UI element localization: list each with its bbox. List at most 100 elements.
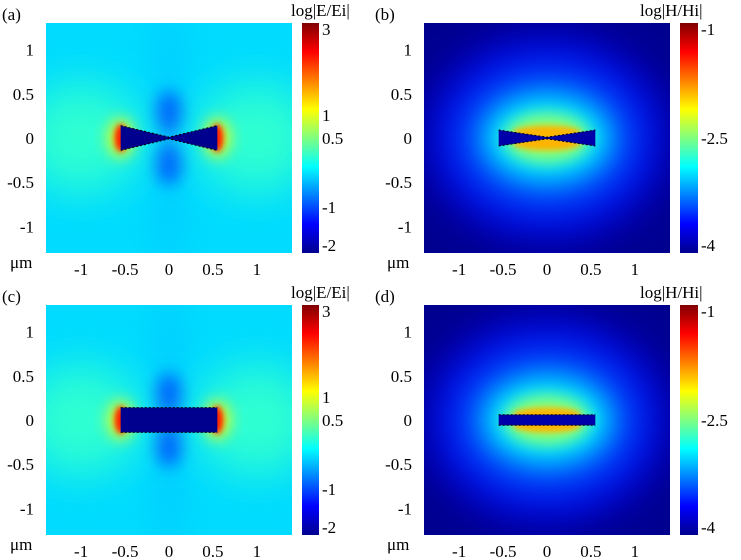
field-lobe-left	[46, 365, 142, 475]
panel-c-colorbar-title: log|E/Ei|	[291, 283, 350, 302]
panel-d: (d) log|H/Hi| -1 -0.5 0 0.5 1 1 0.5 0 -0.5 -1 -1…	[375, 283, 728, 560]
colorbar-tick-label: -1	[701, 20, 715, 39]
x-tick-label: -0.5	[112, 542, 139, 560]
panel-d-conductor	[498, 414, 596, 426]
panel-a-colorbar	[302, 23, 319, 253]
colorbar-tick-label: -1	[322, 480, 336, 499]
panel-c-hotspots	[46, 305, 292, 535]
panel-d-label: (d)	[375, 287, 395, 306]
colorbar-tick-label: -2.5	[701, 129, 728, 148]
panel-d-unit-label: μm	[387, 535, 409, 554]
panel-c-conductor	[120, 407, 218, 433]
x-tick-label: 1	[631, 542, 640, 560]
panel-a-label: (a)	[2, 5, 21, 24]
colorbar-tick-label: -1	[322, 198, 336, 217]
x-tick-label: -1	[74, 542, 88, 560]
panel-b-unit-label: μm	[387, 253, 409, 272]
colorbar-tick-label: 1	[322, 106, 331, 125]
panel-c-colorbar-ticks: 3 1 0.5 -1 -2	[322, 302, 343, 537]
panel-b-colorbar	[680, 23, 698, 253]
x-tick-label: -0.5	[490, 542, 517, 560]
y-tick-label: 0.5	[13, 85, 34, 104]
panel-d-conductor-outline	[498, 414, 596, 426]
colorbar-tick-label: -2	[322, 518, 336, 537]
x-tick-label: 0	[165, 260, 174, 279]
x-tick-label: -1	[452, 542, 466, 560]
dipole-dark-top	[155, 373, 183, 418]
x-tick-label: 0.5	[202, 260, 223, 279]
x-tick-label: 1	[631, 260, 640, 279]
y-tick-label: -1	[20, 217, 34, 236]
panel-c-x-ticks: -1 -0.5 0 0.5 1	[74, 542, 261, 560]
colorbar-tick-label: -4	[701, 518, 716, 537]
y-tick-label: 0	[26, 411, 35, 430]
panel-a-heatmap-field	[46, 23, 292, 253]
bar-shape	[120, 407, 218, 433]
x-tick-label: 0.5	[202, 542, 223, 560]
panel-b-heatmap-field	[424, 23, 670, 253]
bowtie-edge-bottom	[498, 138, 596, 147]
panel-a-x-ticks: -1 -0.5 0 0.5 1	[74, 260, 261, 279]
y-tick-label: 1	[404, 41, 413, 60]
panel-b: (b) log|H/Hi| -1 -0.5 0 0.5 1 1 0.5 0 -0.5 -1 -1…	[375, 1, 728, 279]
dipole-dark-top	[155, 91, 183, 136]
dipole-dark-bottom	[155, 422, 183, 467]
bowtie-edge-top	[498, 129, 596, 138]
x-tick-label: 0.5	[580, 260, 601, 279]
panel-b-y-ticks: 1 0.5 0 -0.5 -1	[385, 41, 412, 237]
panel-a-colorbar-title: log|E/Ei|	[291, 1, 350, 20]
y-tick-label: 0.5	[13, 367, 34, 386]
panel-c-conductor-outline	[120, 407, 218, 433]
bowtie-edge-top	[120, 125, 218, 138]
panel-d-x-ticks: -1 -0.5 0 0.5 1	[452, 542, 639, 560]
colorbar-tick-label: 0.5	[322, 411, 343, 430]
field-lobe-left	[46, 83, 142, 193]
dipole-dark-bottom	[155, 140, 183, 185]
colorbar-tick-label: 1	[322, 388, 331, 407]
panel-b-x-ticks: -1 -0.5 0 0.5 1	[452, 260, 639, 279]
colorbar-tick-label: 0.5	[322, 129, 343, 148]
panel-c: (c) log|E/Ei| -1 -0.5 0 0.5 1 1 0.5 0 -0.5 -1 3 1…	[2, 283, 350, 560]
panel-b-colorbar-ticks: -1 -2.5 -4	[701, 20, 728, 255]
y-tick-label: 1	[404, 323, 413, 342]
panel-a-colorbar-ticks: 3 1 0.5 -1 -2	[322, 20, 343, 255]
panel-b-hotspots	[429, 38, 665, 238]
y-tick-label: 1	[26, 323, 35, 342]
x-tick-label: 1	[253, 260, 262, 279]
panel-d-colorbar-title: log|H/Hi|	[640, 283, 703, 302]
bar-shape	[498, 414, 596, 426]
panel-a: (a) log|E/Ei| -1 -0.5 0 0.5 1 1 0.5 0 -0.5 -1 3 1…	[2, 1, 350, 279]
colorbar-tick-label: -2.5	[701, 411, 728, 430]
x-tick-label: 0	[543, 260, 552, 279]
panel-a-conductor-outline	[120, 125, 218, 151]
y-tick-label: -1	[20, 499, 34, 518]
panel-c-label: (c)	[2, 287, 21, 306]
panel-b-colorbar-title: log|H/Hi|	[640, 1, 703, 20]
field-lobe-right	[196, 365, 292, 475]
y-tick-label: 0.5	[391, 367, 412, 386]
y-tick-label: 1	[26, 41, 35, 60]
panel-a-unit-label: μm	[10, 253, 32, 272]
panel-d-y-ticks: 1 0.5 0 -0.5 -1	[385, 323, 412, 519]
bowtie-edge-bottom	[120, 138, 218, 151]
panel-d-colorbar	[680, 305, 698, 535]
y-tick-label: 0	[404, 411, 413, 430]
x-tick-label: 1	[253, 542, 262, 560]
x-tick-label: -0.5	[490, 260, 517, 279]
x-tick-label: -1	[74, 260, 88, 279]
panel-c-y-ticks: 1 0.5 0 -0.5 -1	[7, 323, 34, 519]
y-tick-label: -0.5	[7, 455, 34, 474]
y-tick-label: -0.5	[7, 173, 34, 192]
colorbar-tick-label: 3	[322, 302, 331, 321]
x-tick-label: 0	[165, 542, 174, 560]
y-tick-label: 0	[404, 129, 413, 148]
colorbar-tick-label: -1	[701, 302, 715, 321]
panel-b-label: (b)	[375, 5, 395, 24]
y-tick-label: -0.5	[385, 173, 412, 192]
field-lobe-right	[196, 83, 292, 193]
panel-c-colorbar	[302, 305, 319, 535]
x-tick-label: 0.5	[580, 542, 601, 560]
x-tick-label: -1	[452, 260, 466, 279]
y-tick-label: 0.5	[391, 85, 412, 104]
